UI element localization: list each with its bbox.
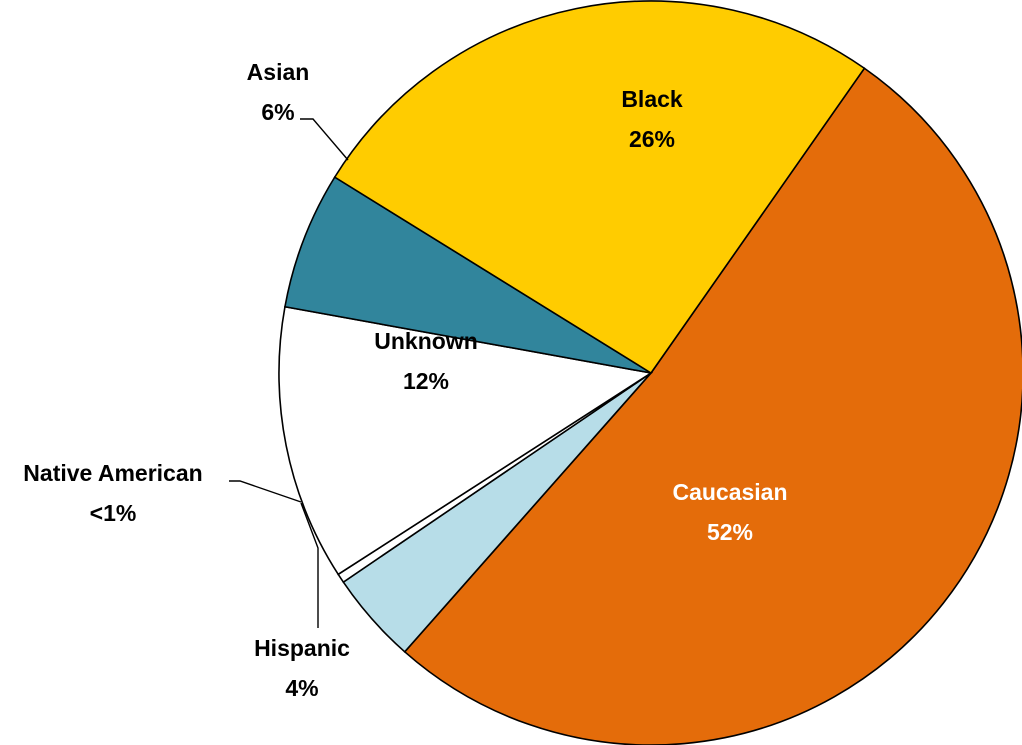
slice-name-asian: Asian	[247, 59, 310, 85]
pie-slice-black	[333, 0, 866, 375]
leader-line-hispanic	[300, 502, 319, 628]
leader-line-native-american	[229, 480, 302, 503]
pie-slice-caucasian	[403, 67, 1022, 745]
leader-line-asian	[300, 118, 349, 161]
slice-value-label-caucasian: 52%	[707, 519, 753, 545]
pie-slice-asian	[284, 176, 652, 374]
slice-name-native-american: Native American	[23, 460, 202, 486]
pie-slice-unknown	[278, 305, 654, 576]
slice-value-label-black: 26%	[629, 126, 675, 152]
slice-value-label-asian: 6%	[261, 99, 294, 125]
slice-value-label-hispanic: 4%	[285, 675, 318, 701]
slice-value-label-native-american: <1%	[90, 500, 137, 526]
slice-name-hispanic: Hispanic	[254, 635, 350, 661]
slice-name-black: Black	[621, 86, 683, 112]
slice-name-unknown: Unknown	[374, 328, 478, 354]
slice-name-caucasian: Caucasian	[672, 479, 787, 505]
slice-value-label-unknown: 12%	[403, 368, 449, 394]
